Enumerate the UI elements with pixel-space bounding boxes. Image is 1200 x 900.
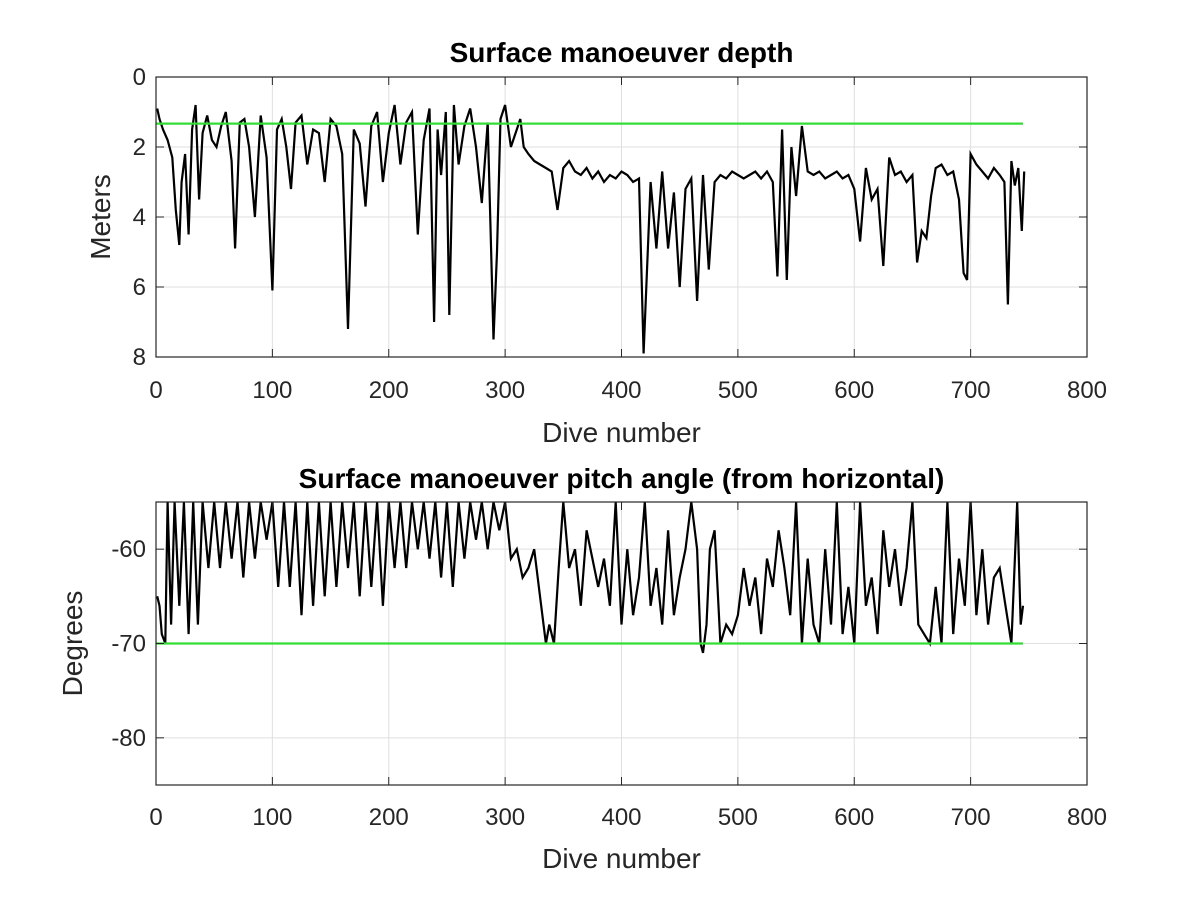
x-tick-label: 400 [601,804,641,831]
x-tick-label: 100 [252,377,292,404]
y-tick-label: 0 [133,64,146,91]
x-tick-label: 300 [485,804,525,831]
x-tick-label: 100 [252,804,292,831]
y-tick-label: 4 [133,204,146,231]
y-tick-label: 6 [133,274,146,301]
x-tick-label: 200 [369,377,409,404]
x-tick-label: 0 [149,804,162,831]
x-axis-label: Dive number [542,417,701,448]
x-tick-label: 600 [834,804,874,831]
y-tick-label: 2 [133,134,146,161]
x-tick-label: 700 [951,804,991,831]
x-tick-label: 400 [601,377,641,404]
x-tick-label: 700 [951,377,991,404]
x-tick-label: 800 [1067,377,1107,404]
y-tick-label: -80 [111,725,146,752]
series-line-data [156,104,1026,354]
x-tick-label: 600 [834,377,874,404]
x-tick-label: 0 [149,377,162,404]
series-line-data [156,502,1025,654]
chart-title: Surface manoeuver pitch angle (from hori… [299,463,945,494]
y-tick-label: 8 [133,344,146,371]
y-tick-label: -70 [111,631,146,658]
x-tick-label: 200 [369,804,409,831]
y-axis-label: Degrees [57,591,88,697]
y-tick-label: -60 [111,536,146,563]
series-group [156,104,1026,354]
chart-title: Surface manoeuver depth [450,37,794,68]
x-axis-label: Dive number [542,843,701,874]
depth-chart: 0 100 200 300 400 500 600 700 800 0 2 4 6 8 Surface ma… [85,37,1107,448]
y-axis-label: Meters [85,174,116,260]
x-tick-label: 500 [718,377,758,404]
series-group [156,502,1025,654]
x-tick-label: 300 [485,377,525,404]
pitch-chart: 0 100 200 300 400 500 600 700 800 -80 -70 -60 Surfac… [57,463,1107,874]
x-tick-label: 500 [718,804,758,831]
x-tick-label: 800 [1067,804,1107,831]
